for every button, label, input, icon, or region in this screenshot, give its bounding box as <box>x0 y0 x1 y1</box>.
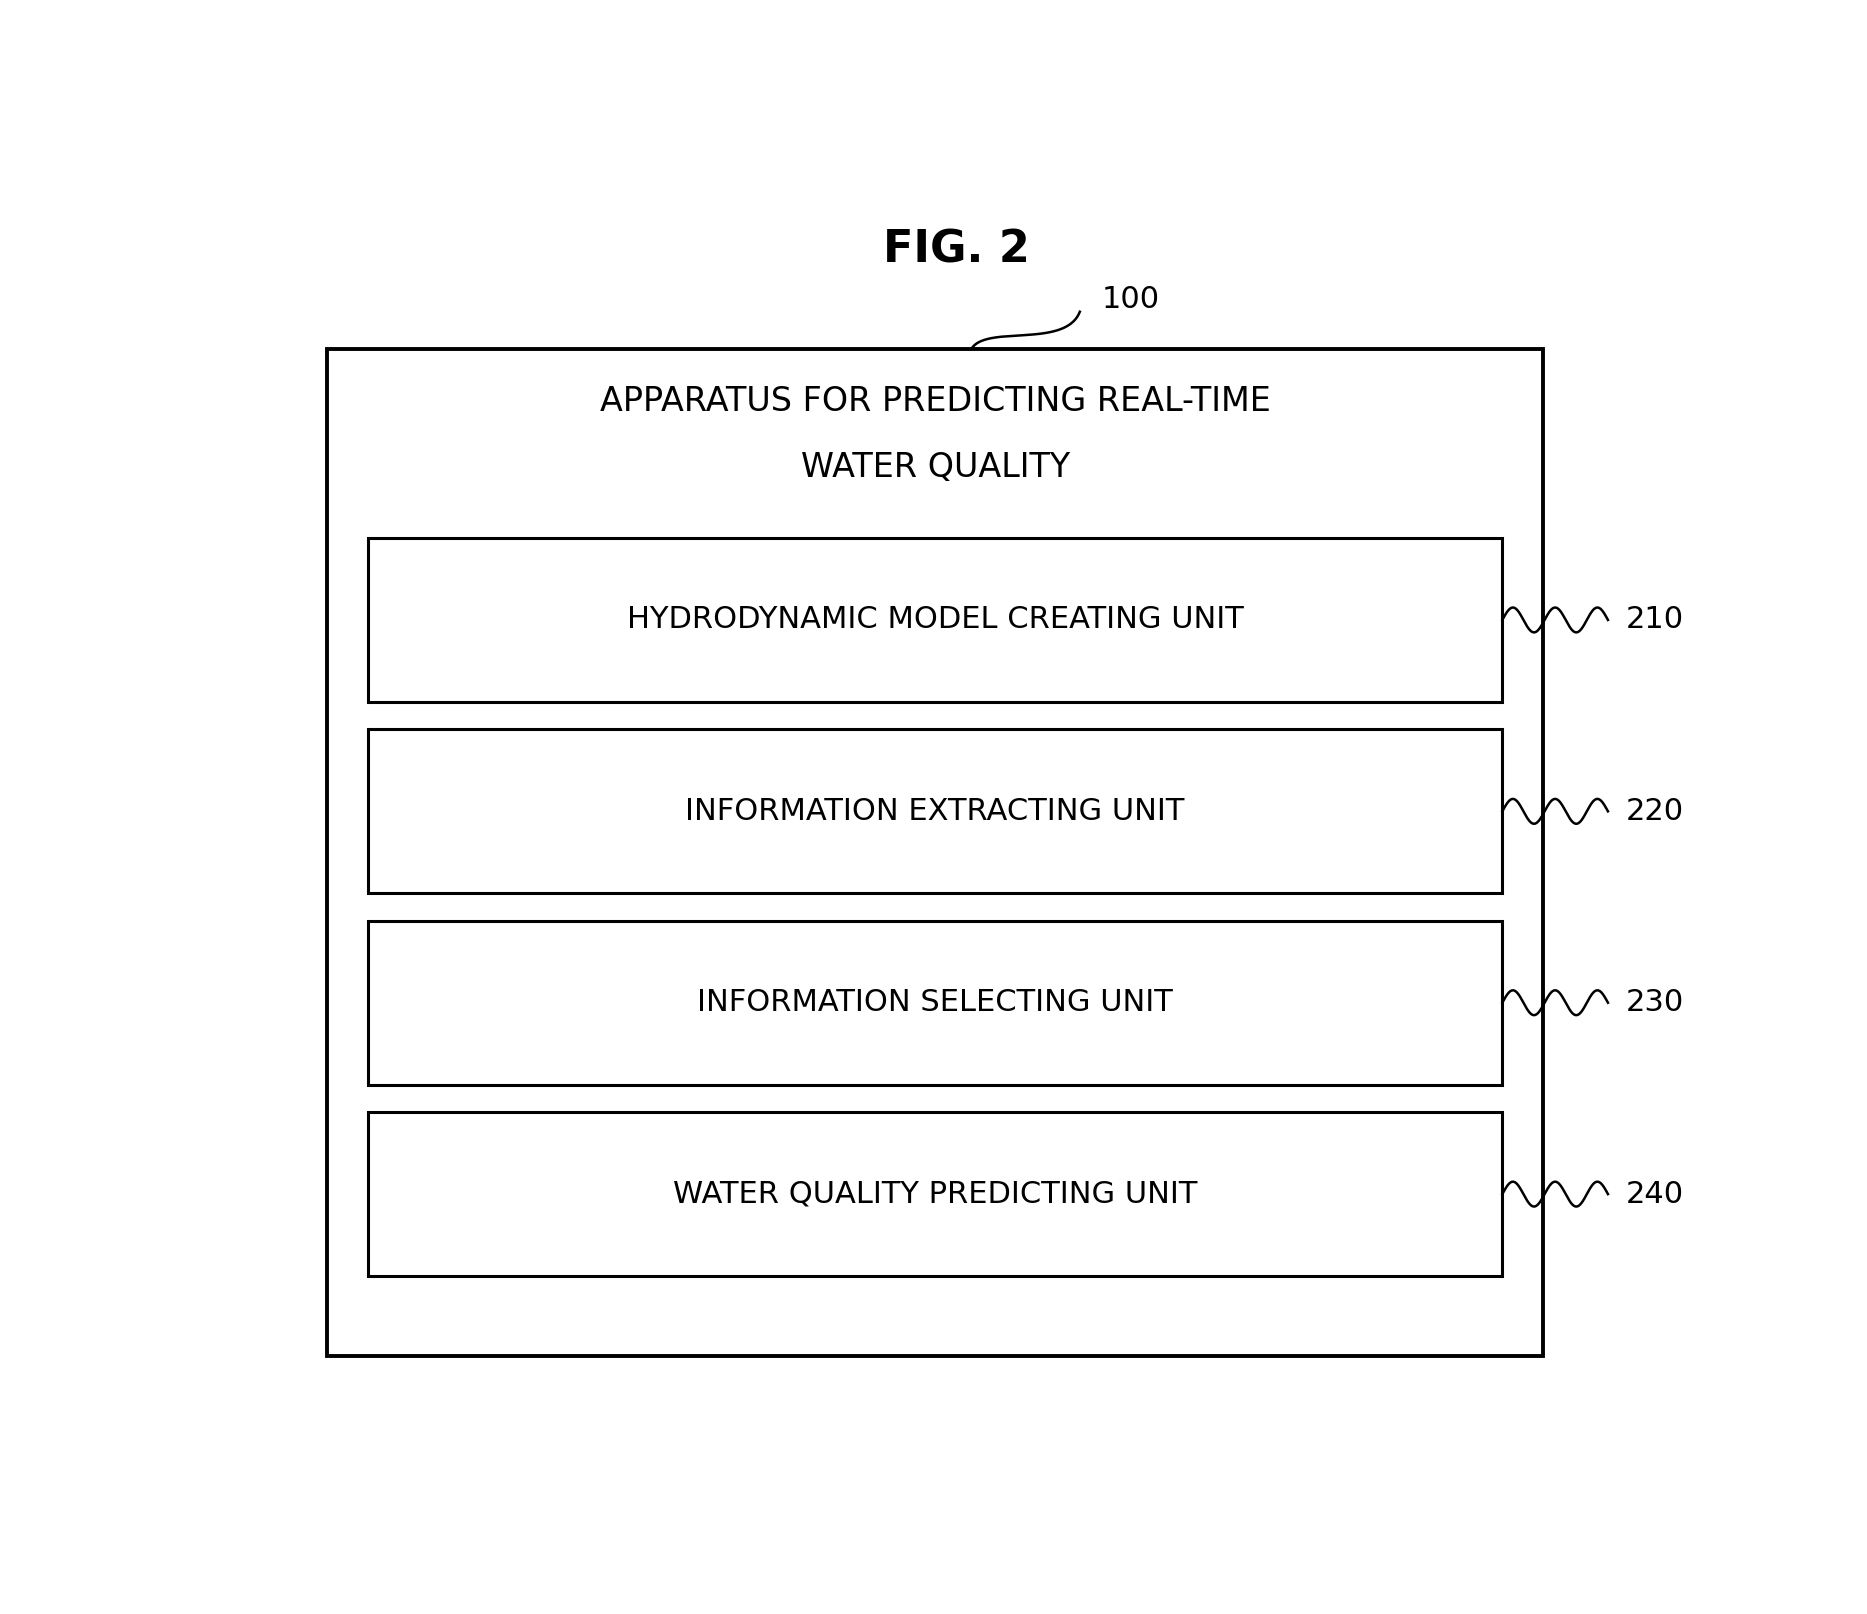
Text: APPARATUS FOR PREDICTING REAL-TIME: APPARATUS FOR PREDICTING REAL-TIME <box>599 384 1271 418</box>
Text: INFORMATION SELECTING UNIT: INFORMATION SELECTING UNIT <box>696 988 1172 1017</box>
Bar <box>368 1112 1503 1277</box>
Text: 100: 100 <box>1102 284 1159 313</box>
Bar <box>368 920 1503 1085</box>
Text: 240: 240 <box>1626 1180 1684 1209</box>
Text: WATER QUALITY: WATER QUALITY <box>801 450 1070 484</box>
Text: 220: 220 <box>1626 797 1684 826</box>
Bar <box>368 730 1503 894</box>
Text: FIG. 2: FIG. 2 <box>883 228 1031 271</box>
Text: 210: 210 <box>1626 605 1684 634</box>
Text: WATER QUALITY PREDICTING UNIT: WATER QUALITY PREDICTING UNIT <box>672 1180 1197 1209</box>
Bar <box>368 537 1503 702</box>
Text: 230: 230 <box>1626 988 1684 1017</box>
Text: HYDRODYNAMIC MODEL CREATING UNIT: HYDRODYNAMIC MODEL CREATING UNIT <box>627 605 1243 634</box>
Bar <box>327 349 1542 1356</box>
Text: INFORMATION EXTRACTING UNIT: INFORMATION EXTRACTING UNIT <box>685 797 1186 826</box>
